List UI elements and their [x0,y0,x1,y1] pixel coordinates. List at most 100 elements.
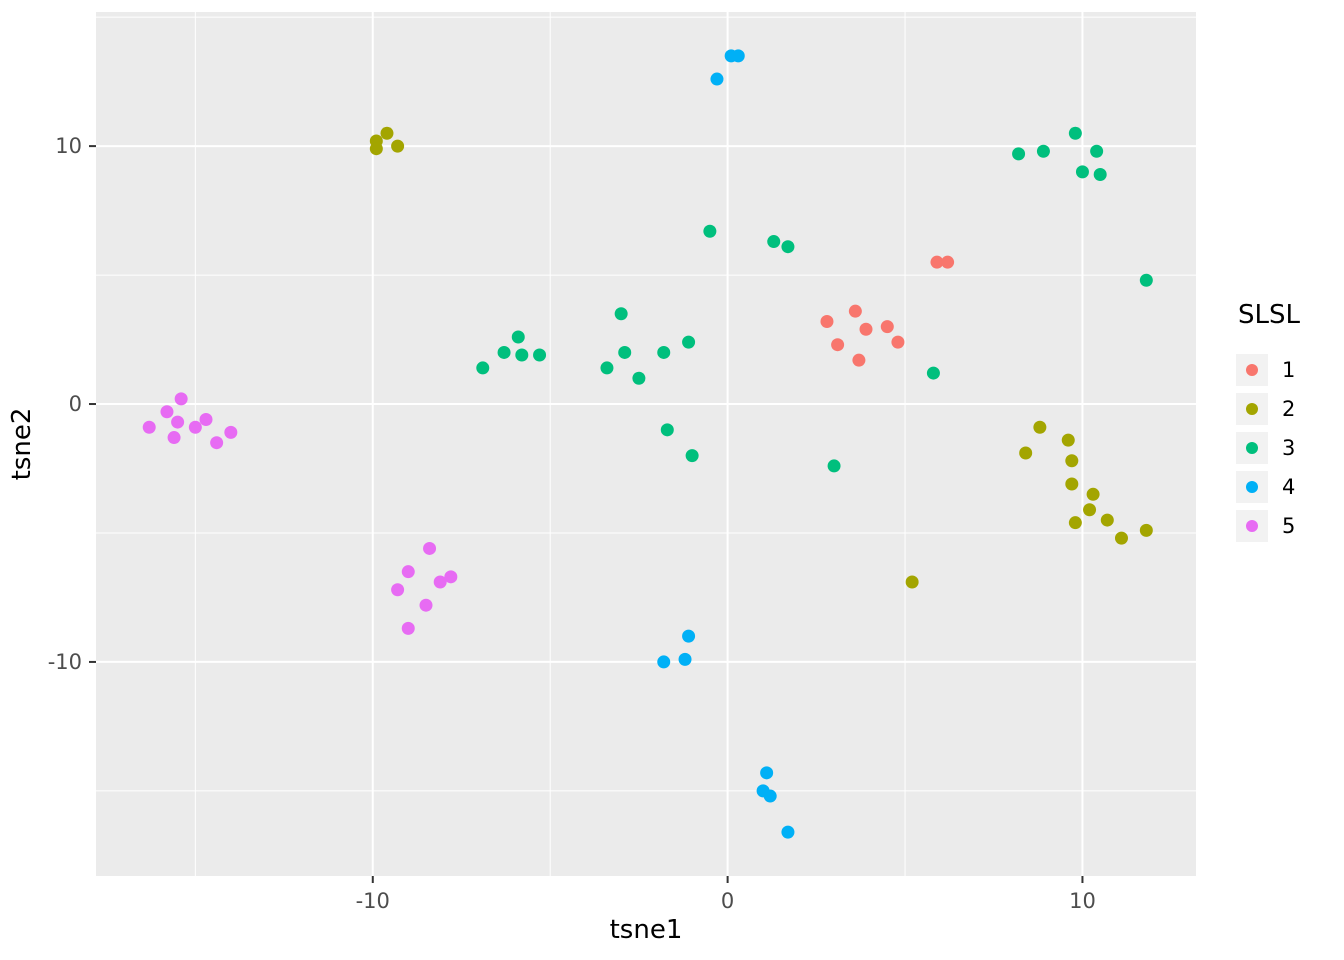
point-cluster-2 [1086,487,1100,501]
point-cluster-4 [710,72,724,86]
point-cluster-4 [657,655,671,669]
point-cluster-4 [731,49,745,63]
point-cluster-3 [533,348,547,362]
point-cluster-2 [1061,433,1075,447]
point-cluster-3 [511,330,525,344]
point-cluster-5 [188,420,202,434]
legend-key [1236,393,1268,425]
point-cluster-2 [391,139,405,153]
legend: SLSL 1 2 3 4 5 [1236,300,1300,549]
point-cluster-3 [827,459,841,473]
point-cluster-3 [497,345,511,359]
y-tick-label: 0 [69,392,82,416]
point-cluster-3 [926,366,940,380]
point-cluster-3 [1068,126,1082,140]
legend-key [1236,510,1268,542]
legend-items: 1 2 3 4 5 [1236,354,1300,542]
legend-dot-icon [1246,364,1258,376]
point-cluster-1 [880,320,894,334]
point-cluster-5 [401,565,415,579]
point-cluster-4 [678,652,692,666]
point-cluster-3 [1075,165,1089,179]
point-cluster-1 [930,255,944,269]
point-cluster-2 [1068,516,1082,530]
x-tick-label: 0 [721,889,734,913]
point-cluster-1 [831,338,845,352]
point-cluster-3 [600,361,614,375]
point-cluster-2 [369,142,383,156]
point-cluster-5 [160,405,174,419]
point-cluster-3 [476,361,490,375]
point-cluster-3 [781,240,795,254]
legend-key [1236,432,1268,464]
legend-title: SLSL [1238,300,1300,330]
legend-item-3: 3 [1236,432,1300,464]
point-cluster-3 [1090,144,1104,158]
point-cluster-2 [1033,420,1047,434]
legend-dot-icon [1246,520,1258,532]
point-cluster-4 [682,629,696,643]
legend-dot-icon [1246,442,1258,454]
point-cluster-2 [1083,503,1097,517]
point-cluster-5 [167,431,181,445]
point-cluster-2 [1139,523,1153,537]
point-cluster-5 [199,412,213,426]
point-cluster-3 [703,224,717,238]
legend-item-2: 2 [1236,393,1300,425]
point-cluster-3 [1093,167,1107,181]
y-axis-title: tsne2 [7,408,37,481]
point-cluster-1 [859,322,873,336]
point-cluster-3 [515,348,529,362]
point-cluster-4 [781,825,795,839]
point-cluster-5 [174,392,188,406]
legend-item-5: 5 [1236,510,1300,542]
point-cluster-3 [632,371,646,385]
legend-key [1236,354,1268,386]
point-cluster-3 [682,335,696,349]
legend-dot-icon [1246,403,1258,415]
point-cluster-3 [614,307,628,321]
point-cluster-1 [848,304,862,318]
point-cluster-3 [685,449,699,463]
point-cluster-3 [767,235,781,249]
point-cluster-5 [391,583,405,597]
legend-item-4: 4 [1236,471,1300,503]
point-cluster-2 [380,126,394,140]
point-cluster-3 [618,345,632,359]
point-cluster-1 [820,314,834,328]
legend-label: 2 [1282,397,1296,421]
point-cluster-5 [171,415,185,429]
point-cluster-1 [891,335,905,349]
point-cluster-5 [224,425,238,439]
point-cluster-3 [1036,144,1050,158]
point-cluster-5 [419,598,433,612]
point-cluster-5 [433,575,447,589]
x-tick-label: -10 [356,889,390,913]
point-cluster-2 [1114,531,1128,545]
point-cluster-5 [401,621,415,635]
point-cluster-3 [1012,147,1026,161]
legend-label: 4 [1282,475,1296,499]
legend-label: 1 [1282,358,1296,382]
legend-key [1236,471,1268,503]
point-cluster-5 [444,570,458,584]
legend-label: 3 [1282,436,1296,460]
x-axis-title: tsne1 [610,915,683,945]
point-cluster-2 [1065,454,1079,468]
y-tick-label: -10 [48,650,82,674]
point-cluster-4 [760,766,774,780]
panel-background [96,12,1196,876]
point-cluster-2 [1100,513,1114,527]
point-cluster-2 [1019,446,1033,460]
point-cluster-5 [142,420,156,434]
point-cluster-2 [1065,477,1079,491]
point-cluster-3 [660,423,674,437]
legend-dot-icon [1246,481,1258,493]
point-cluster-4 [763,789,777,803]
point-cluster-2 [905,575,919,589]
legend-item-1: 1 [1236,354,1300,386]
point-cluster-5 [210,436,224,450]
legend-label: 5 [1282,514,1296,538]
point-cluster-1 [941,255,955,269]
